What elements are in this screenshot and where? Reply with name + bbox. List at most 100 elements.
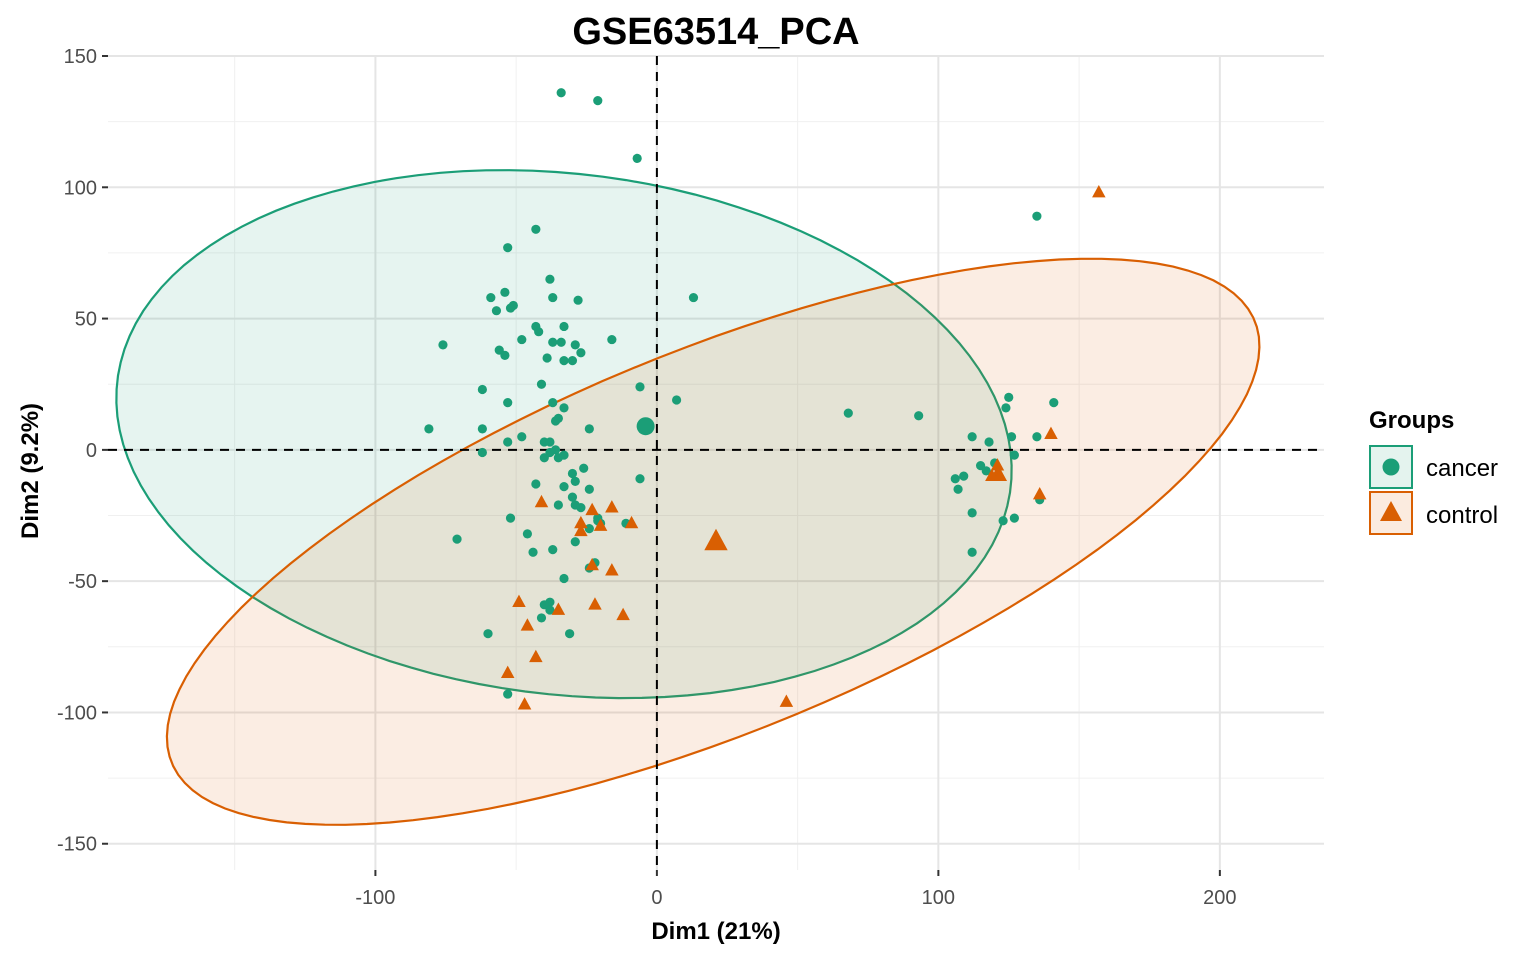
centroid-control <box>704 528 728 551</box>
x-axis-title: Dim1 (21%) <box>651 918 780 945</box>
point-cancer <box>486 292 496 303</box>
point-control <box>551 602 566 615</box>
point-cancer <box>950 474 960 484</box>
point-cancer <box>1009 513 1019 523</box>
point-control <box>1092 185 1106 198</box>
point-cancer <box>438 340 448 350</box>
ellipse-cancer <box>115 169 1013 700</box>
point-cancer <box>548 398 558 408</box>
point-cancer <box>967 432 977 442</box>
point-cancer <box>545 274 555 284</box>
point-control <box>1032 487 1047 500</box>
point-cancer <box>483 629 493 639</box>
point-cancer <box>959 471 969 481</box>
point-cancer <box>843 408 853 418</box>
point-control <box>574 515 588 529</box>
x-tick-label: 0 <box>651 887 662 909</box>
point-cancer <box>505 513 516 523</box>
point-cancer <box>536 379 547 389</box>
point-cancer <box>953 484 963 494</box>
point-control <box>588 597 602 610</box>
point-cancer <box>556 88 566 98</box>
point-cancer <box>545 605 555 615</box>
point-cancer <box>607 334 617 345</box>
point-cancer <box>517 334 527 345</box>
x-tick-label: 200 <box>1203 887 1236 909</box>
point-cancer <box>545 437 555 447</box>
point-cancer <box>584 524 594 534</box>
point-cancer <box>536 613 547 623</box>
point-control <box>985 468 999 482</box>
point-cancer <box>491 306 502 316</box>
point-cancer <box>503 437 513 447</box>
point-cancer <box>579 463 589 473</box>
point-control <box>574 523 588 537</box>
point-control <box>585 502 599 516</box>
point-cancer <box>567 468 578 479</box>
point-cancer <box>635 474 645 484</box>
point-cancer <box>500 287 510 297</box>
point-cancer <box>914 411 924 421</box>
y-tick-label: 0 <box>86 440 97 462</box>
y-tick-label: -100 <box>57 702 97 724</box>
point-control <box>585 557 599 571</box>
point-cancer <box>452 534 462 544</box>
point-cancer <box>567 492 578 502</box>
point-cancer <box>967 508 977 518</box>
point-control <box>993 468 1008 482</box>
point-cancer <box>522 529 533 539</box>
point-cancer <box>548 337 558 347</box>
point-control <box>512 594 526 608</box>
point-cancer <box>477 447 487 458</box>
point-control <box>500 665 515 678</box>
point-cancer <box>539 453 549 463</box>
point-control <box>624 515 639 529</box>
legend-item-cancer: cancer <box>1369 445 1498 489</box>
x-tick-label: -100 <box>355 887 395 909</box>
point-cancer <box>635 382 645 392</box>
point-control <box>779 694 794 707</box>
y-tick-label: -150 <box>57 834 97 856</box>
point-control <box>1044 426 1058 439</box>
point-control <box>990 458 1005 471</box>
point-control <box>605 563 619 576</box>
point-cancer <box>503 398 513 408</box>
point-cancer <box>559 450 569 460</box>
point-cancer <box>517 432 527 442</box>
point-cancer <box>559 321 569 332</box>
point-cancer <box>559 573 569 584</box>
point-cancer <box>984 437 994 447</box>
legend-label-control: control <box>1426 502 1498 529</box>
point-cancer <box>556 337 566 347</box>
point-cancer <box>1006 432 1017 442</box>
point-cancer <box>584 424 594 434</box>
point-cancer <box>1049 398 1059 408</box>
y-tick-label: 150 <box>64 46 97 68</box>
point-cancer <box>553 413 563 423</box>
point-cancer <box>565 629 575 639</box>
y-tick-label: 100 <box>64 177 97 199</box>
point-cancer <box>508 300 518 311</box>
point-cancer <box>998 516 1008 526</box>
legend-label-cancer: cancer <box>1426 455 1498 482</box>
legend-marker-circle-icon <box>1382 458 1400 476</box>
point-control <box>534 494 549 508</box>
point-cancer <box>671 395 682 405</box>
point-cancer <box>584 484 594 494</box>
chart-title: GSE63514_PCA <box>572 11 859 53</box>
legend: Groups cancer control <box>1369 407 1498 535</box>
point-cancer <box>500 350 510 360</box>
point-cancer <box>548 545 558 555</box>
point-cancer <box>477 424 487 434</box>
point-cancer <box>553 500 563 510</box>
point-cancer <box>534 327 544 337</box>
point-cancer <box>1032 211 1042 221</box>
point-cancer <box>1032 432 1042 442</box>
point-cancer <box>477 384 487 395</box>
point-cancer <box>1001 403 1011 413</box>
point-cancer <box>573 295 583 305</box>
point-cancer <box>967 547 977 557</box>
point-cancer <box>503 243 513 253</box>
point-cancer <box>570 476 580 486</box>
